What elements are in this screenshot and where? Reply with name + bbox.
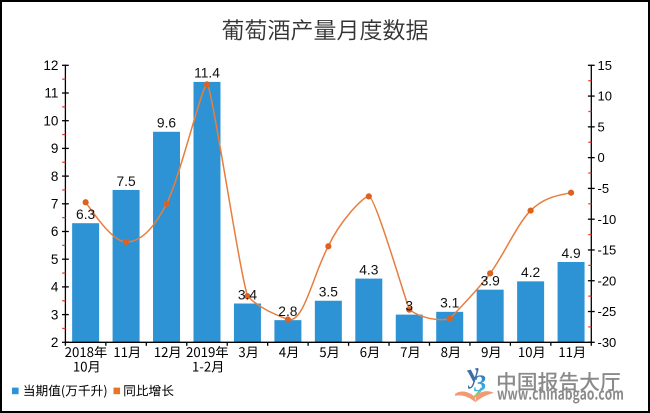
svg-text:9.6: 9.6 xyxy=(156,115,176,130)
svg-text:9: 9 xyxy=(50,141,58,156)
svg-text:11: 11 xyxy=(44,85,58,100)
svg-text:11.4: 11.4 xyxy=(194,65,220,80)
svg-text:2.8: 2.8 xyxy=(278,303,298,318)
svg-text:3.1: 3.1 xyxy=(440,295,459,310)
svg-text:15: 15 xyxy=(597,57,611,72)
svg-text:5: 5 xyxy=(50,251,58,266)
svg-text:4: 4 xyxy=(50,279,58,294)
svg-text:8: 8 xyxy=(50,168,58,183)
svg-text:4.3: 4.3 xyxy=(359,262,379,277)
svg-text:3.4: 3.4 xyxy=(237,287,257,302)
svg-text:3.9: 3.9 xyxy=(480,273,500,288)
svg-text:7: 7 xyxy=(50,196,58,211)
svg-text:4.2: 4.2 xyxy=(521,265,540,280)
svg-text:6: 6 xyxy=(50,224,58,239)
svg-text:12: 12 xyxy=(43,58,58,73)
svg-text:-15: -15 xyxy=(597,242,616,257)
svg-text:3: 3 xyxy=(405,298,413,313)
svg-text:6.3: 6.3 xyxy=(76,206,96,221)
svg-text:4.9: 4.9 xyxy=(561,245,581,260)
svg-text:-5: -5 xyxy=(597,181,609,196)
svg-text:10: 10 xyxy=(43,113,58,128)
svg-text:-10: -10 xyxy=(597,211,616,226)
svg-text:5: 5 xyxy=(597,119,604,134)
svg-text:3: 3 xyxy=(50,307,58,322)
svg-text:-20: -20 xyxy=(597,273,616,288)
svg-text:-25: -25 xyxy=(597,304,616,319)
svg-text:7.5: 7.5 xyxy=(116,173,136,188)
svg-text:3.5: 3.5 xyxy=(318,284,338,299)
svg-text:2: 2 xyxy=(50,335,58,350)
svg-text:-30: -30 xyxy=(597,334,616,349)
svg-text:0: 0 xyxy=(597,150,604,165)
svg-text:10: 10 xyxy=(597,88,611,103)
